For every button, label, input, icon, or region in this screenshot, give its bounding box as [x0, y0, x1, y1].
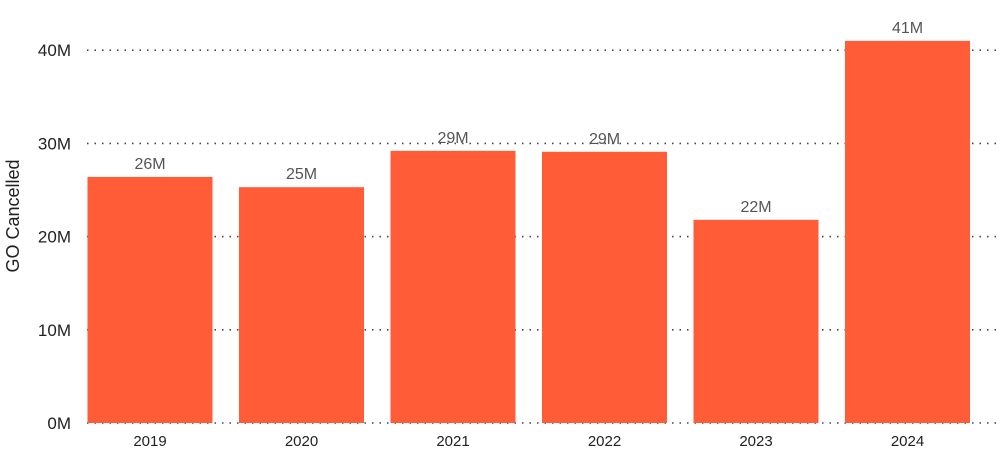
data-labels: 26M 25M 29M 29M 22M 41M — [134, 20, 923, 216]
y-tick-label: 20M — [38, 228, 71, 247]
x-tick-label: 2020 — [285, 433, 318, 449]
y-tick-label: 0M — [47, 414, 71, 433]
data-label: 22M — [740, 199, 771, 216]
x-tick-label: 2021 — [436, 433, 469, 449]
bar — [845, 40, 970, 423]
x-tick-label: 2024 — [891, 433, 924, 449]
bar — [239, 187, 364, 423]
data-label: 26M — [134, 156, 165, 173]
y-tick-label: 40M — [38, 41, 71, 60]
y-axis-tick-labels: 0M 10M 20M 30M 40M — [38, 41, 71, 433]
bar — [390, 150, 516, 423]
bar — [542, 151, 667, 423]
x-tick-label: 2022 — [588, 433, 621, 449]
data-label: 29M — [437, 130, 468, 147]
y-tick-label: 10M — [38, 321, 71, 340]
x-tick-label: 2019 — [133, 433, 166, 449]
bar — [693, 219, 819, 423]
data-label: 25M — [286, 166, 317, 183]
bar — [87, 176, 213, 423]
bars — [87, 40, 970, 423]
x-axis-tick-labels: 2019 2020 2021 2022 2023 2024 — [133, 433, 924, 449]
data-label: 41M — [892, 20, 923, 37]
x-tick-label: 2023 — [739, 433, 772, 449]
data-label: 29M — [589, 131, 620, 148]
y-axis-title: GO Cancelled — [3, 159, 23, 272]
gridlines — [87, 49, 996, 424]
y-tick-label: 30M — [38, 134, 71, 153]
